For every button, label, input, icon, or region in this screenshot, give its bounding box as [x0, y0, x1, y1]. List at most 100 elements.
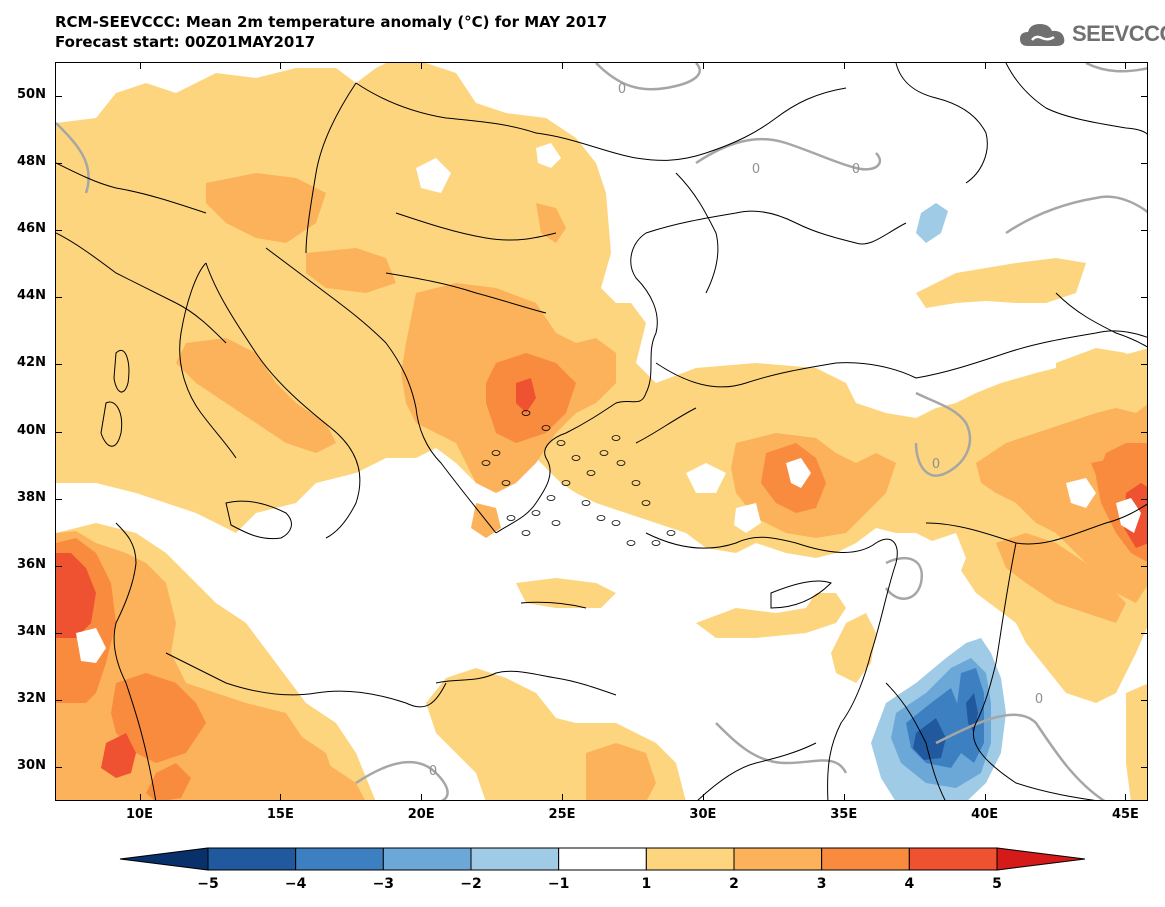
colorbar-segment-8 — [908, 847, 998, 871]
lat-tick — [55, 364, 62, 366]
coastline-2 — [225, 500, 292, 540]
anomaly-fills — [56, 63, 1147, 800]
lat-tick — [55, 431, 62, 433]
title-line-1: RCM-SEEVCCC: Mean 2m temperature anomaly… — [55, 13, 608, 31]
anomaly-region-38 — [966, 693, 978, 733]
anomaly-region-9 — [206, 173, 326, 243]
lat-tick — [55, 229, 62, 231]
colorbar-label: 2 — [729, 876, 739, 892]
island-11 — [546, 495, 556, 501]
zero-contour-8 — [715, 722, 848, 774]
coastline-1 — [179, 262, 237, 459]
near-zero-area-6 — [536, 143, 561, 168]
colorbar-label: 5 — [992, 876, 1002, 892]
lat-tick — [1141, 431, 1148, 433]
anomaly-region-28 — [56, 553, 96, 638]
island-10 — [561, 480, 571, 486]
zero-contour-4 — [884, 556, 924, 600]
island-24 — [501, 480, 511, 486]
coastline-9 — [655, 330, 1147, 388]
lon-label-10E: 10E — [126, 807, 153, 822]
colorbar-label: 4 — [904, 876, 915, 892]
coastlines — [56, 63, 1147, 800]
lat-tick — [1141, 162, 1148, 164]
colorbar-label: −4 — [284, 876, 307, 892]
colorbar-high-triangle — [996, 847, 1086, 871]
coastline-18 — [113, 522, 157, 800]
lon-tick — [562, 794, 564, 801]
colorbar-label: −2 — [460, 876, 482, 892]
colorbar-segment-5 — [645, 847, 735, 871]
coastline-17 — [770, 580, 832, 609]
lat-tick — [1141, 700, 1148, 702]
coastline-12 — [827, 562, 897, 800]
anomaly-region-19 — [536, 203, 566, 243]
lat-tick — [55, 297, 62, 299]
coastline-5 — [265, 247, 497, 534]
island-16 — [521, 530, 531, 536]
lat-tick — [1141, 633, 1148, 635]
colorbar-segment-6 — [733, 847, 823, 871]
lat-label-50N: 50N — [17, 86, 46, 102]
coastline-28 — [1005, 63, 1147, 135]
island-6 — [611, 435, 621, 441]
island-18 — [611, 520, 621, 526]
island-13 — [581, 500, 591, 506]
near-zero-area-8 — [924, 533, 966, 583]
lat-tick — [55, 767, 62, 769]
zero-contour-1 — [695, 137, 882, 171]
colorbar-label: −1 — [547, 876, 570, 892]
anomaly-region-5 — [696, 593, 846, 638]
coastline-19 — [925, 503, 1147, 545]
zero-contour-6 — [56, 122, 90, 194]
lon-tick — [984, 794, 986, 801]
coastline-32 — [56, 162, 207, 214]
lon-tick — [562, 62, 564, 69]
island-9 — [641, 500, 651, 506]
lat-tick — [1141, 565, 1148, 567]
seevccc-logo: SEEVCCC — [1018, 20, 1165, 48]
coastline-27 — [895, 63, 988, 184]
anomaly-region-17 — [976, 404, 1147, 603]
map-frame: 0 0 0 0 0 0 — [55, 62, 1148, 801]
zero-contour-9 — [1085, 63, 1147, 73]
anomaly-region-15 — [586, 743, 656, 800]
island-17 — [506, 515, 516, 521]
island-20 — [651, 540, 661, 546]
lat-label-30N: 30N — [17, 758, 46, 774]
colorbar-segment-7 — [821, 847, 910, 871]
coastline-21 — [885, 682, 946, 800]
contour-label-4: 0 — [932, 457, 940, 472]
island-1 — [541, 425, 551, 431]
coastline-24 — [305, 82, 357, 254]
lon-label-40E: 40E — [971, 807, 999, 822]
island-3 — [571, 455, 581, 461]
zero-contour-3 — [914, 391, 972, 477]
lon-tick — [1125, 794, 1127, 801]
colorbar-segment-1 — [295, 847, 384, 871]
lat-label-34N: 34N — [17, 624, 46, 640]
lat-label-42N: 42N — [17, 355, 46, 371]
lon-tick — [843, 62, 845, 69]
lon-tick — [702, 794, 704, 801]
anomaly-region-6 — [831, 613, 876, 683]
lon-tick — [1125, 62, 1127, 69]
coastline-16 — [520, 601, 587, 609]
lat-tick — [1141, 364, 1148, 366]
near-zero-area-3 — [1116, 498, 1141, 533]
near-zero-area-1 — [786, 458, 811, 488]
contour-label-1: 0 — [752, 162, 760, 177]
lat-label-38N: 38N — [17, 489, 46, 505]
lat-label-40N: 40N — [17, 422, 46, 438]
lat-label-46N: 46N — [17, 220, 46, 236]
contour-label-5: 0 — [429, 764, 437, 779]
lon-tick — [139, 62, 141, 69]
logo-text: SEEVCCC — [1072, 21, 1165, 46]
lon-tick — [843, 794, 845, 801]
colorbar-low-triangle — [119, 847, 209, 871]
island-4 — [586, 470, 596, 476]
coastline-30 — [675, 172, 719, 294]
coastline-23 — [355, 82, 537, 134]
anomaly-region-3 — [916, 258, 1086, 308]
coastline-33 — [175, 302, 227, 344]
